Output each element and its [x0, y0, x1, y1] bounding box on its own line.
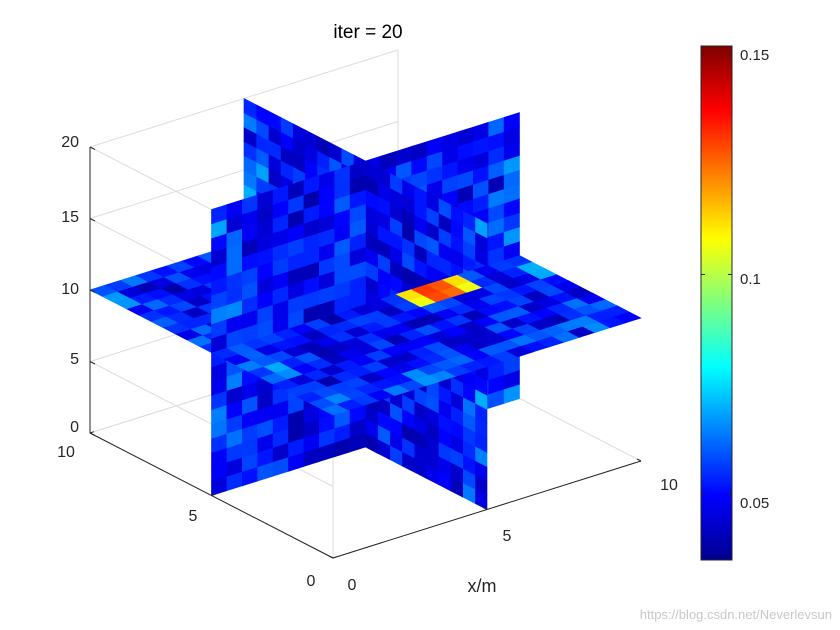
z-tick-label-10: 10 [61, 281, 79, 298]
colorbar-tick-label-01: 0.1 [740, 271, 761, 288]
axes-front-lines [89, 146, 642, 559]
z-tick-label-0: 0 [70, 419, 79, 436]
y-tick-mark [332, 556, 338, 559]
colorbar-tick-label-015: 0.15 [740, 47, 769, 64]
z-tick-mark [89, 218, 96, 222]
z-tick-mark [89, 289, 96, 293]
y-tick-label-10: 10 [57, 444, 75, 461]
x-axis-label: x/m [468, 576, 497, 596]
y-tick-label-0: 0 [307, 573, 316, 590]
x-tick-label-10: 10 [660, 477, 678, 494]
x-tick-mark [482, 507, 488, 510]
slice-surfaces [89, 98, 642, 510]
colorbar-ticks: 0.05 0.1 0.15 [740, 47, 769, 512]
z-tick-label-15: 15 [61, 209, 79, 226]
y-tick-label-5: 5 [189, 508, 198, 525]
slice-cell [503, 112, 520, 133]
slice-cell [243, 98, 257, 120]
watermark-text: https://blog.csdn.net/Neverlevsun [639, 607, 832, 622]
colorbar-tick-label-005: 0.05 [740, 495, 769, 512]
z-tick-label-5: 5 [70, 351, 79, 368]
z-tick-mark [89, 432, 96, 436]
colorbar-gradient [700, 45, 733, 561]
chart-title: iter = 20 [333, 22, 402, 43]
z-tick-label-20: 20 [61, 134, 79, 151]
z-tick-mark [89, 146, 96, 150]
slice-cell [503, 255, 533, 267]
x-tick-label-0: 0 [348, 577, 357, 594]
x-axis-ticks: 0 5 10 [348, 477, 678, 594]
y-axis-ticks: 0 5 10 [57, 444, 315, 590]
x-tick-mark [328, 555, 334, 559]
z-axis-ticks: 0 5 10 15 20 [61, 134, 79, 436]
slice-cell [349, 160, 366, 181]
y-tick-mark [211, 493, 216, 496]
colorbar: 0.05 0.1 0.15 [700, 45, 769, 561]
z-tick-mark [89, 361, 96, 365]
x-tick-label-5: 5 [503, 528, 512, 545]
x-tick-mark [636, 458, 642, 462]
